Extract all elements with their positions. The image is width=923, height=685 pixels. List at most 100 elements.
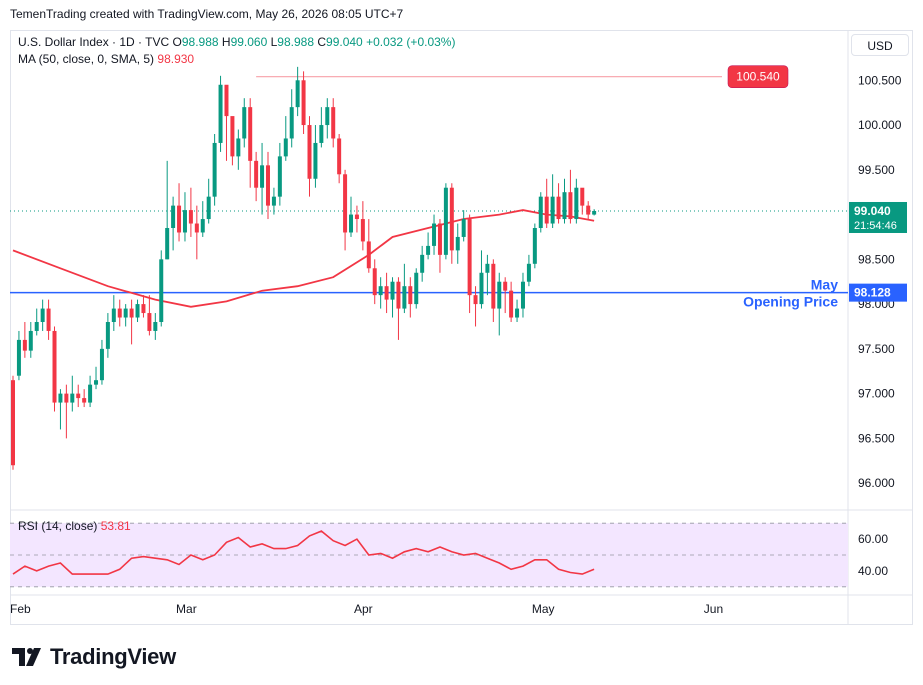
time-tick-label: Jun xyxy=(704,602,723,616)
brand-name: TradingView xyxy=(50,644,176,669)
candle-body xyxy=(135,304,140,318)
open-value: 98.988 xyxy=(181,35,219,49)
candle-body xyxy=(147,313,152,331)
chart-frame xyxy=(10,30,913,625)
candle-body xyxy=(366,241,371,269)
candle-body xyxy=(319,125,324,143)
candle-body xyxy=(455,236,460,251)
candle-body xyxy=(580,187,585,206)
candle-body xyxy=(485,263,490,273)
candle-body xyxy=(34,322,39,331)
close-label: C xyxy=(317,35,327,49)
currency-button[interactable]: USD xyxy=(851,34,909,56)
candle-body xyxy=(550,196,555,224)
high-level-badge xyxy=(727,65,789,89)
may-open-label-line1: May xyxy=(811,277,838,293)
candle-body xyxy=(414,272,419,305)
candle-body xyxy=(390,281,395,300)
candle-body xyxy=(461,219,466,237)
may-open-price-label: 98.128 xyxy=(854,286,891,300)
candle-body xyxy=(509,290,514,318)
tradingview-logo-icon xyxy=(12,648,41,666)
price-tick-label: 98.500 xyxy=(858,252,895,266)
candle-body xyxy=(538,196,543,228)
time-tick-label: Mar xyxy=(176,602,197,616)
rsi-legend[interactable]: RSI (14, close) 53.81 xyxy=(18,519,131,533)
candle-body xyxy=(52,330,57,403)
price-tick-label: 96.000 xyxy=(858,476,895,490)
rsi-tick-label: 60.00 xyxy=(858,532,888,546)
candle-body xyxy=(491,263,496,309)
candle-body xyxy=(503,281,508,291)
time-tick-label: May xyxy=(532,602,555,616)
price-chart[interactable]: 100.500100.00099.50099.00098.50098.00097… xyxy=(10,30,913,625)
candle-body xyxy=(82,398,87,403)
candle-body xyxy=(141,304,146,314)
candle-body xyxy=(200,219,205,233)
candle-body xyxy=(497,281,502,309)
chart-attribution: TemenTrading created with TradingView.co… xyxy=(10,7,404,21)
candle-body xyxy=(449,187,454,251)
candle-body xyxy=(271,196,276,206)
candle-body xyxy=(117,308,122,318)
candle-body xyxy=(171,205,176,228)
candle-body xyxy=(105,322,110,349)
candle-body xyxy=(432,223,437,246)
candle-body xyxy=(443,187,448,255)
candle-body xyxy=(88,384,93,403)
candle-body xyxy=(224,84,229,117)
candle-body xyxy=(230,116,235,157)
candle-body xyxy=(515,308,520,318)
candle-body xyxy=(165,228,170,260)
candle-body xyxy=(467,219,472,296)
candle-body xyxy=(212,142,217,197)
candle-body xyxy=(343,174,348,233)
open-label: O xyxy=(172,35,182,49)
candle-body xyxy=(283,138,288,157)
candle-body xyxy=(22,339,27,351)
candle-body xyxy=(378,286,383,296)
candle-body xyxy=(70,393,75,403)
may-open-price-badge xyxy=(849,283,907,302)
candle-body xyxy=(242,107,247,139)
candle-body xyxy=(325,107,330,126)
candle-body xyxy=(479,272,484,305)
candle-body xyxy=(123,308,128,318)
candle-body xyxy=(206,196,211,220)
ma-label: MA (50, close, 0, SMA, 5) xyxy=(18,52,155,66)
candle-body xyxy=(526,263,531,282)
candle-body xyxy=(260,165,265,188)
candle-body xyxy=(372,268,377,296)
candle-body xyxy=(16,339,21,376)
rsi-tick-label: 40.00 xyxy=(858,564,888,578)
ma-line xyxy=(12,209,595,308)
candle-body xyxy=(194,223,199,233)
candle-body xyxy=(254,160,259,188)
rsi-label: RSI (14, close) xyxy=(18,519,98,533)
candle-body xyxy=(544,196,549,224)
symbol-legend[interactable]: U.S. Dollar Index · 1D · TVC O98.988 H99… xyxy=(18,35,455,49)
candle-body xyxy=(58,393,63,403)
price-tick-label: 97.500 xyxy=(858,342,895,356)
candle-body xyxy=(76,393,81,399)
candle-body xyxy=(94,380,99,385)
candle-body xyxy=(277,156,282,197)
candle-body xyxy=(40,308,45,322)
low-value: 98.988 xyxy=(277,35,314,49)
candle-body xyxy=(188,210,193,224)
candle-body xyxy=(111,308,116,322)
candle-body xyxy=(307,125,312,179)
candle-body xyxy=(402,286,407,309)
price-tick-label: 96.500 xyxy=(858,431,895,445)
candle-body xyxy=(408,286,413,305)
tradingview-brand[interactable]: TradingView xyxy=(12,644,176,670)
symbol-name: U.S. Dollar Index · 1D · TVC xyxy=(18,35,170,49)
candle-body xyxy=(64,393,69,403)
ma-legend[interactable]: MA (50, close, 0, SMA, 5) 98.930 xyxy=(18,52,194,66)
close-value: 99.040 xyxy=(326,35,363,49)
candle-body xyxy=(129,308,134,318)
high-value: 99.060 xyxy=(230,35,268,49)
last-price-label: 99.040 xyxy=(854,204,891,218)
high-label: H xyxy=(221,35,231,49)
candle-body xyxy=(301,80,306,126)
